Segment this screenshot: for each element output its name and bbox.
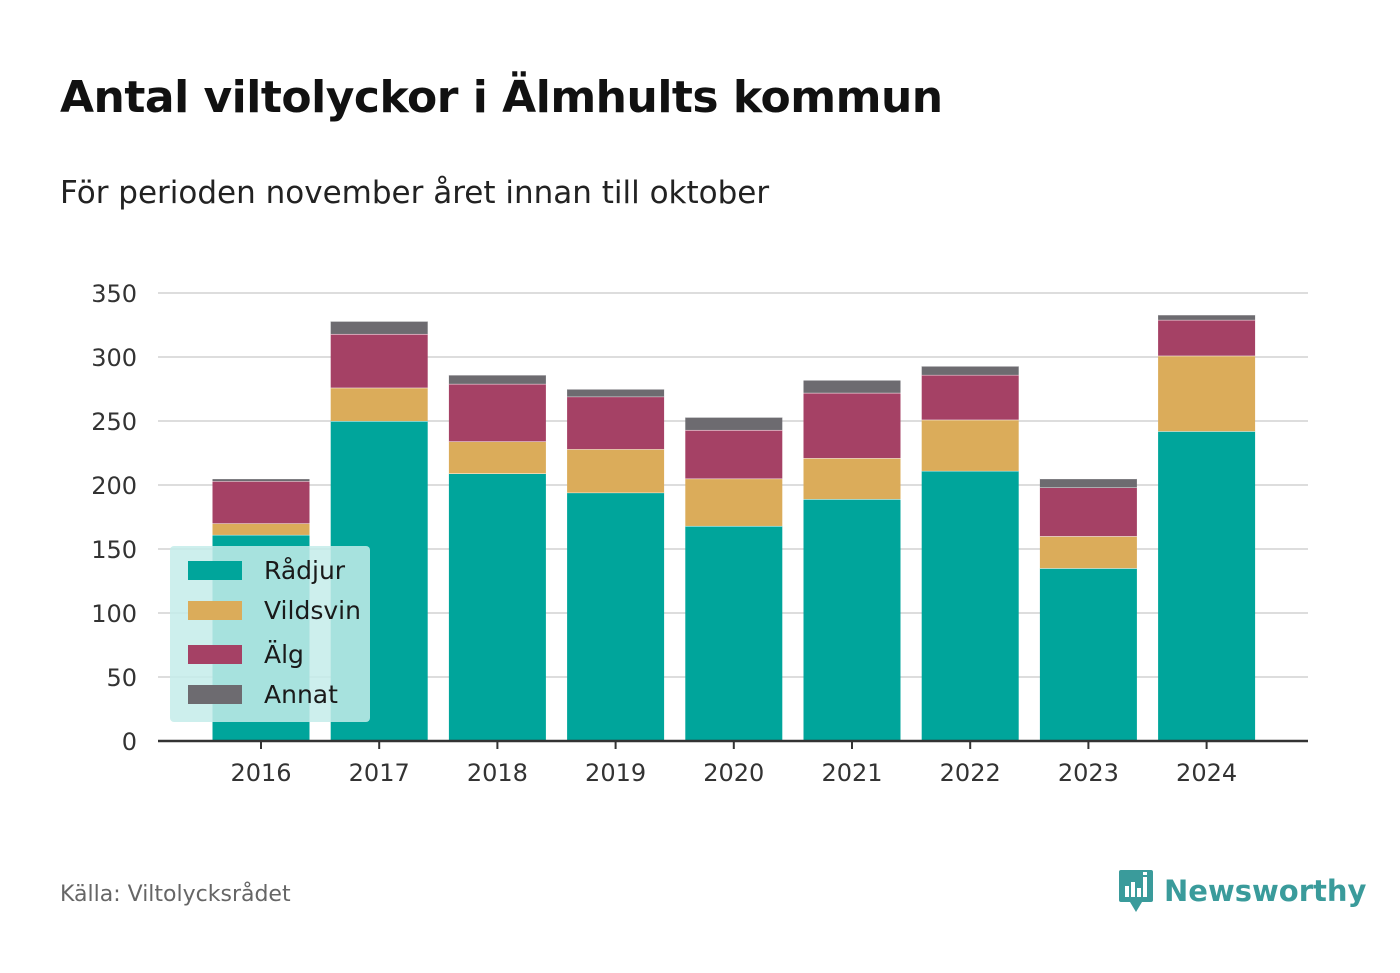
legend-swatch-vildsvin [188,601,242,620]
y-tick-label: 300 [91,344,137,372]
y-tick-label: 200 [91,472,137,500]
bar-segment-2018-älg [448,383,546,442]
bar-segment-2018-rådjur [448,473,546,741]
bar-segment-2021-rådjur [803,499,901,741]
bar-segment-2019-rådjur [567,492,665,741]
legend-label-annat: Annat [264,680,338,709]
legend-label-alg: Älg [264,640,304,669]
legend-swatch-annat [188,685,242,704]
bar-segment-2024-älg [1158,319,1256,356]
bar-segment-2021-vildsvin [803,458,901,500]
newsworthy-logo-icon [1119,870,1153,912]
bar-segment-2019-annat [567,389,665,397]
x-tick-label: 2022 [940,759,1001,787]
x-tick-label: 2020 [703,759,764,787]
legend-item-alg: Älg [188,640,304,669]
x-tick-label: 2017 [349,759,410,787]
bar-segment-2020-annat [685,417,783,430]
bar-segment-2020-vildsvin [685,478,783,526]
bar-segment-2018-annat [448,374,546,384]
brand-name: Newsworthy [1164,874,1367,908]
chart-title: Antal viltolyckor i Älmhults kommun [60,72,943,123]
x-tick-label: 2023 [1058,759,1119,787]
bar-segment-2024-vildsvin [1158,355,1256,432]
bar-segment-2019-älg [567,396,665,450]
bar-segment-2016-annat [212,478,310,482]
legend-item-radjur: Rådjur [188,556,345,585]
brand-logo[interactable]: Newsworthy [1118,868,1366,914]
bar-segment-2023-vildsvin [1039,536,1137,569]
bar-segment-2022-rådjur [921,470,1019,741]
legend-swatch-radjur [188,561,242,580]
bar-segment-2019-vildsvin [567,449,665,493]
bar-segment-2020-rådjur [685,525,783,741]
legend-item-vildsvin: Vildsvin [188,596,361,625]
legend-label-radjur: Rådjur [264,556,346,585]
bar-segment-2023-annat [1039,478,1137,488]
legend-swatch-alg [188,645,242,664]
bar-segment-2016-älg [212,481,310,524]
y-tick-label: 150 [91,536,137,564]
chart-subtitle: För perioden november året innan till ok… [60,175,770,211]
bar-segment-2016-vildsvin [212,523,310,535]
y-tick-label: 50 [106,664,137,692]
bar-segment-2021-annat [803,380,901,393]
source-note: Källa: Viltolycksrådet [60,882,291,907]
bar-segment-2022-vildsvin [921,419,1019,471]
bar-segment-2017-annat [330,321,428,334]
bar-segment-2017-vildsvin [330,387,428,421]
bar-segment-2022-annat [921,365,1019,375]
y-tick-label: 0 [122,728,137,756]
bar-segment-2024-rådjur [1158,431,1256,741]
bar-segment-2022-älg [921,374,1019,420]
bar-segment-2023-rådjur [1039,568,1137,741]
x-tick-label: 2018 [467,759,528,787]
x-tick-label: 2016 [230,759,291,787]
bar-segment-2021-älg [803,392,901,459]
y-tick-label: 100 [91,600,137,628]
x-tick-label: 2019 [585,759,646,787]
legend-label-vildsvin: Vildsvin [264,596,361,625]
legend-item-annat: Annat [188,680,338,709]
axes: 0 50 100 150 200 250 300 350 2016 2017 2018 2019 202… [91,280,1308,787]
bar-segment-2017-älg [330,333,428,388]
legend: Rådjur Vildsvin Älg Annat [170,546,370,722]
bar-segment-2018-vildsvin [448,441,546,474]
bar-segment-2020-älg [685,429,783,479]
x-tick-label: 2024 [1176,759,1237,787]
x-tick-label: 2021 [821,759,882,787]
bar-segment-2023-älg [1039,487,1137,537]
y-tick-label: 350 [91,280,137,308]
bar-segment-2024-annat [1158,314,1256,320]
y-tick-label: 250 [91,408,137,436]
